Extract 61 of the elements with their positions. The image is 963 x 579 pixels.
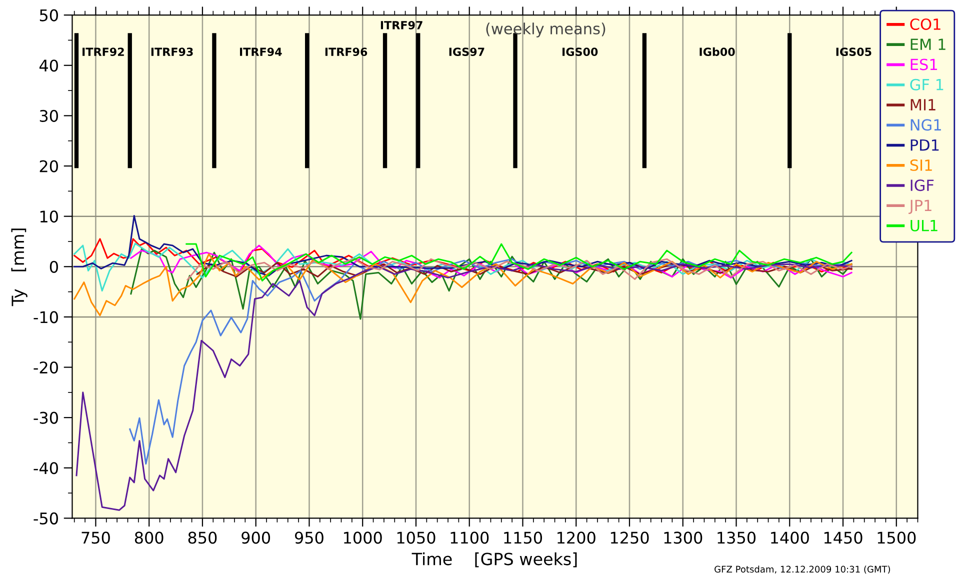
legend-label: GF 1 — [910, 78, 944, 90]
y-tick-label: -20 — [34, 361, 58, 374]
x-tick-label: 1250 — [610, 532, 649, 544]
x-tick-label: 800 — [134, 532, 164, 544]
annotation: ITRF94 — [240, 48, 282, 56]
annotation: IGS05 — [836, 48, 872, 56]
y-tick-label: -30 — [34, 412, 58, 424]
y-tick-label: 40 — [39, 60, 58, 72]
line-series — [74, 242, 852, 292]
legend-label: JP1 — [908, 200, 932, 214]
x-tick-label: 1200 — [558, 532, 596, 544]
annotation: ITRF92 — [82, 48, 124, 56]
legend-label: MI1 — [910, 99, 936, 110]
y-tick-label: 10 — [40, 210, 58, 223]
x-tick-label: 1300 — [664, 532, 702, 544]
x-axis-title: Time [GPS weeks] — [412, 552, 577, 568]
x-tick-label: 1050 — [397, 532, 436, 544]
y-axis-title: Ty [mm] — [11, 228, 28, 306]
x-tick-label: 1000 — [344, 532, 382, 544]
line-series — [74, 215, 852, 276]
line-series — [76, 263, 852, 511]
annotation: IGb00 — [700, 47, 735, 56]
x-tick-label: 1400 — [771, 532, 809, 544]
y-tick-label: 20 — [40, 160, 58, 172]
y-tick-label: 30 — [40, 110, 58, 122]
legend-label: ES1 — [910, 58, 938, 70]
legend-label: EM 1 — [910, 38, 946, 50]
text: GFZ Potsdam, 12.12.2009 10:31 (GMT) — [714, 566, 890, 574]
legend-label: UL1 — [910, 220, 938, 232]
x-tick-label: 1500 — [878, 532, 916, 544]
x-tick-label: 1350 — [718, 532, 756, 544]
annotation: IGS97 — [449, 48, 484, 56]
y-tick-label: -50 — [34, 512, 58, 524]
legend-label: IGF — [910, 180, 934, 192]
y-tick-label: 50 — [40, 9, 58, 22]
y-tick-label: -10 — [34, 311, 58, 324]
line-series — [74, 253, 852, 316]
y-tick-label: -40 — [34, 462, 58, 474]
x-tick-label: 900 — [242, 532, 270, 544]
x-tick-label: 750 — [82, 532, 110, 544]
x-tick-label: 950 — [294, 532, 324, 544]
line-series — [186, 258, 852, 280]
line-series — [196, 262, 852, 278]
y-tick-label: 0 — [50, 260, 58, 273]
annotation: ITRF97 — [380, 20, 422, 30]
x-tick-label: 1450 — [824, 532, 862, 544]
legend-label: CO1 — [910, 18, 940, 30]
chart-subtitle: (weekly means) — [486, 22, 606, 38]
legend-label: PD1 — [910, 139, 939, 151]
line-series — [130, 244, 852, 278]
line-series — [129, 258, 852, 465]
annotation: IGS00 — [562, 48, 598, 56]
x-tick-label: 1100 — [450, 532, 489, 544]
x-tick-label: 1150 — [504, 532, 542, 544]
x-tick-label: 850 — [188, 532, 217, 544]
line-series — [186, 243, 852, 282]
legend-label: SI1 — [910, 159, 932, 171]
line-series — [130, 248, 852, 320]
legend-label: NG1 — [910, 119, 941, 131]
annotation: ITRF96 — [325, 48, 368, 56]
annotation: ITRF93 — [151, 48, 193, 56]
